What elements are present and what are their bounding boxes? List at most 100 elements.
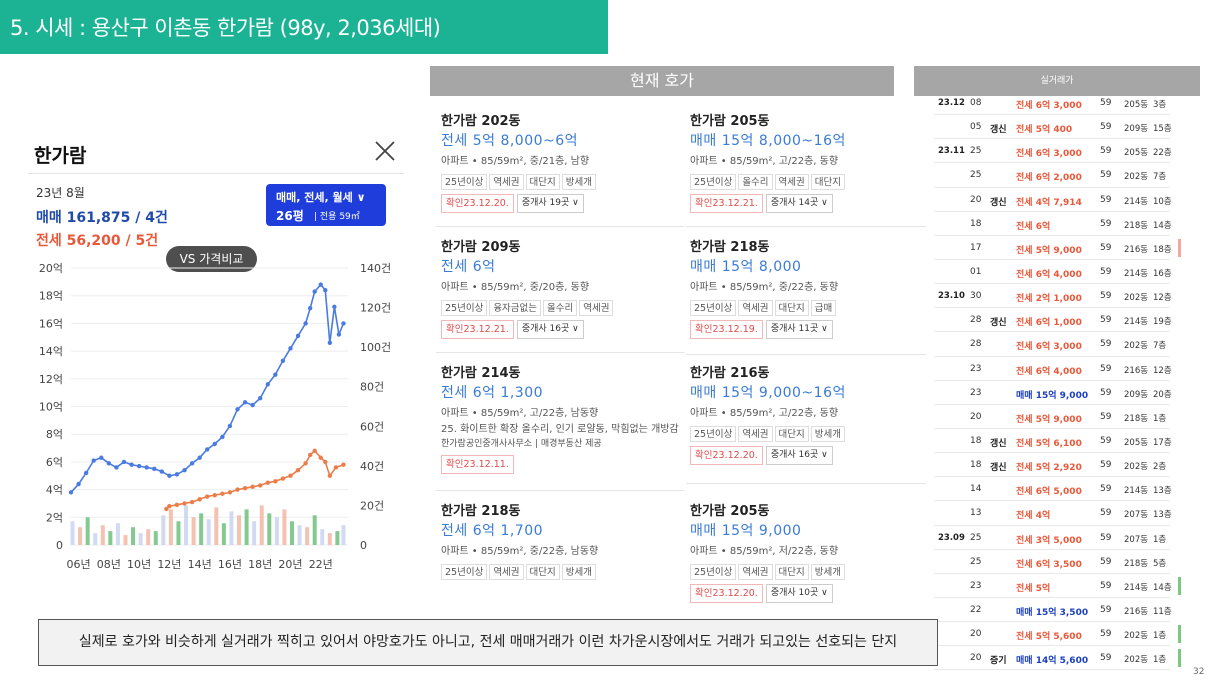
price-point [323, 459, 328, 465]
y-left-tick-label: 4억 [46, 484, 63, 497]
trade-row: 18 갱신 전세 5억 2,920 59 202동 2층 [934, 453, 1170, 478]
trade-price: 전세 5억 5,600 [1016, 632, 1082, 643]
listing-actions: 확인23.12.11. [441, 455, 681, 477]
broker-count-button[interactable]: 중개사 14곳 ∨ [765, 194, 833, 213]
listing-card[interactable]: 한가람 205동 매매 15억 9,000 아파트 • 85/59m², 저/22층… [690, 500, 930, 606]
listing-tag: 급매 [810, 300, 837, 316]
trade-type-filter[interactable]: 매매, 전세, 월세 ∨ 26평 | 전용 59㎡ [266, 184, 386, 226]
trade-area: 59 [1100, 266, 1112, 277]
y-left-tick-label: 8억 [46, 428, 63, 441]
listing-name: 한가람 218동 [690, 240, 770, 255]
listing-card[interactable]: 한가람 218동 전세 6억 1,700 아파트 • 85/59m², 중/22층,… [441, 500, 681, 580]
slide-title: 5. 시세 : 용산구 이촌동 한가람 (98y, 2,036세대) [10, 16, 441, 40]
trade-day: 25 [970, 146, 982, 157]
trade-day: 14 [970, 484, 982, 495]
listing-actions: 확인23.12.20. 중개사 16곳 ∨ [690, 446, 930, 468]
x-tick-label: 16년 [218, 558, 242, 571]
trade-floor: 14층 [1153, 220, 1172, 231]
listing-tag: 방세개 [810, 426, 846, 442]
confirm-date: 확인23.12.21. [441, 320, 514, 339]
trade-building: 209동 [1124, 124, 1149, 135]
trade-month: 23.11 [938, 146, 965, 157]
volume-bar [244, 509, 249, 545]
listing-tag: 역세권 [738, 426, 773, 442]
trade-floor: 13층 [1153, 510, 1172, 521]
price-point [174, 472, 180, 477]
listing-tag: 융자금없는 [489, 300, 542, 316]
listing-card[interactable]: 한가람 214동 전세 6억 1,300 아파트 • 85/59m², 고/22층,… [441, 362, 681, 477]
listing-tag: 25년이상 [690, 300, 737, 316]
x-tick-label: 20년 [278, 558, 302, 571]
trade-month: 23.12 [938, 98, 965, 108]
price-point [242, 400, 248, 405]
broker-count: 중개사 11곳 [770, 324, 819, 334]
listing-name: 한가람 209동 [441, 240, 521, 255]
trade-area: 59 [1100, 387, 1112, 398]
listing-card[interactable]: 한가람 218동 매매 15억 8,000 아파트 • 85/59m², 중/22층… [690, 236, 930, 342]
volume-bar [320, 529, 325, 545]
price-point [227, 423, 233, 429]
x-tick-label: 10년 [127, 558, 151, 571]
trade-day: 05 [970, 122, 982, 133]
listing-tags: 25년이상 융자금없는 올수리 역세권 [441, 296, 681, 316]
trade-area: 59 [1100, 315, 1112, 326]
trade-floor: 16층 [1153, 268, 1172, 279]
trade-building: 218동 [1124, 558, 1149, 569]
y-right-tick-label: 40건 [360, 460, 384, 473]
volume-bar [229, 511, 234, 545]
volume-bar [115, 523, 120, 545]
listing-spec: 아파트 • 85/59m², 중/22층, 동향 [690, 282, 839, 293]
listing-card[interactable]: 한가람 216동 매매 15억 9,000~16억 아파트 • 85/59m², 고… [690, 362, 930, 468]
listing-card[interactable]: 한가람 209동 전세 6억 아파트 • 85/59m², 중/20층, 동향 25년… [441, 236, 681, 342]
filter-area: | 전용 59㎡ [314, 212, 360, 222]
broker-count-button[interactable]: 중개사 16곳 ∨ [765, 446, 833, 465]
broker-count: 중개사 16곳 [521, 324, 570, 334]
trade-month: 23.10 [938, 291, 965, 302]
trade-price: 전세 5억 [1016, 583, 1051, 594]
price-point [265, 480, 270, 485]
trade-row: 23 매매 15억 9,000 59 209동 20층 [934, 381, 1172, 405]
trade-building: 218동 [1124, 220, 1149, 231]
trade-building: 214동 [1124, 196, 1149, 207]
trade-area: 59 [1100, 98, 1112, 108]
volume-bar [289, 521, 294, 545]
listing-actions: 확인23.12.21. 중개사 14곳 ∨ [690, 194, 930, 216]
trade-floor: 7층 [1153, 172, 1167, 183]
trade-row: 20 전세 5억 5,600 59 202동 1층 [934, 622, 1181, 647]
close-icon[interactable] [374, 140, 396, 162]
trade-price: 전세 6억 3,500 [1016, 559, 1082, 570]
broker-count-button[interactable]: 중개사 11곳 ∨ [765, 320, 833, 339]
price-point [152, 466, 157, 472]
trade-price: 전세 6억 5,000 [1016, 487, 1082, 498]
volume-bar [214, 507, 219, 545]
trade-area: 59 [1100, 411, 1112, 422]
broker-count: 중개사 10곳 [770, 588, 819, 598]
price-point [303, 461, 308, 466]
price-point [197, 455, 202, 460]
price-point [295, 468, 301, 473]
listing-divider [686, 226, 926, 227]
period-label: 23년 8월 [36, 186, 85, 200]
filter-types: 매매, 전세, 월세 ∨ [276, 191, 366, 204]
volume-bar [259, 505, 264, 545]
x-tick-label: 18년 [248, 558, 272, 571]
listing-price: 매매 15억 9,000~16억 [690, 385, 846, 401]
trade-price: 전세 6억 4,000 [1016, 366, 1082, 377]
price-point [280, 358, 286, 363]
row-highlight-marker [1178, 625, 1181, 644]
broker-count-button[interactable]: 중개사 10곳 ∨ [765, 584, 833, 603]
broker-count-button[interactable]: 중개사 19곳 ∨ [516, 194, 584, 213]
trade-area: 59 [1100, 532, 1112, 543]
trade-floor: 1층 [1153, 655, 1167, 666]
trade-row: 23 전세 6억 4,000 59 216동 12층 [934, 357, 1172, 381]
trade-building: 205동 [1124, 100, 1149, 110]
broker-count-button[interactable]: 중개사 16곳 ∨ [516, 320, 584, 339]
broker-count: 중개사 14곳 [770, 198, 819, 208]
price-point [99, 455, 104, 460]
listing-spec: 아파트 • 85/59m², 저/22층, 동향 [690, 546, 839, 557]
listing-card[interactable]: 한가람 205동 매매 15억 8,000~16억 아파트 • 85/59m², 고… [690, 110, 930, 216]
listing-tags: 25년이상 역세권 대단지 급매 [690, 296, 930, 316]
trade-floor: 1층 [1153, 534, 1167, 545]
listing-card[interactable]: 한가람 202동 전세 5억 8,000~6억 아파트 • 85/59m², 중/2… [441, 110, 681, 216]
price-point [280, 476, 286, 481]
